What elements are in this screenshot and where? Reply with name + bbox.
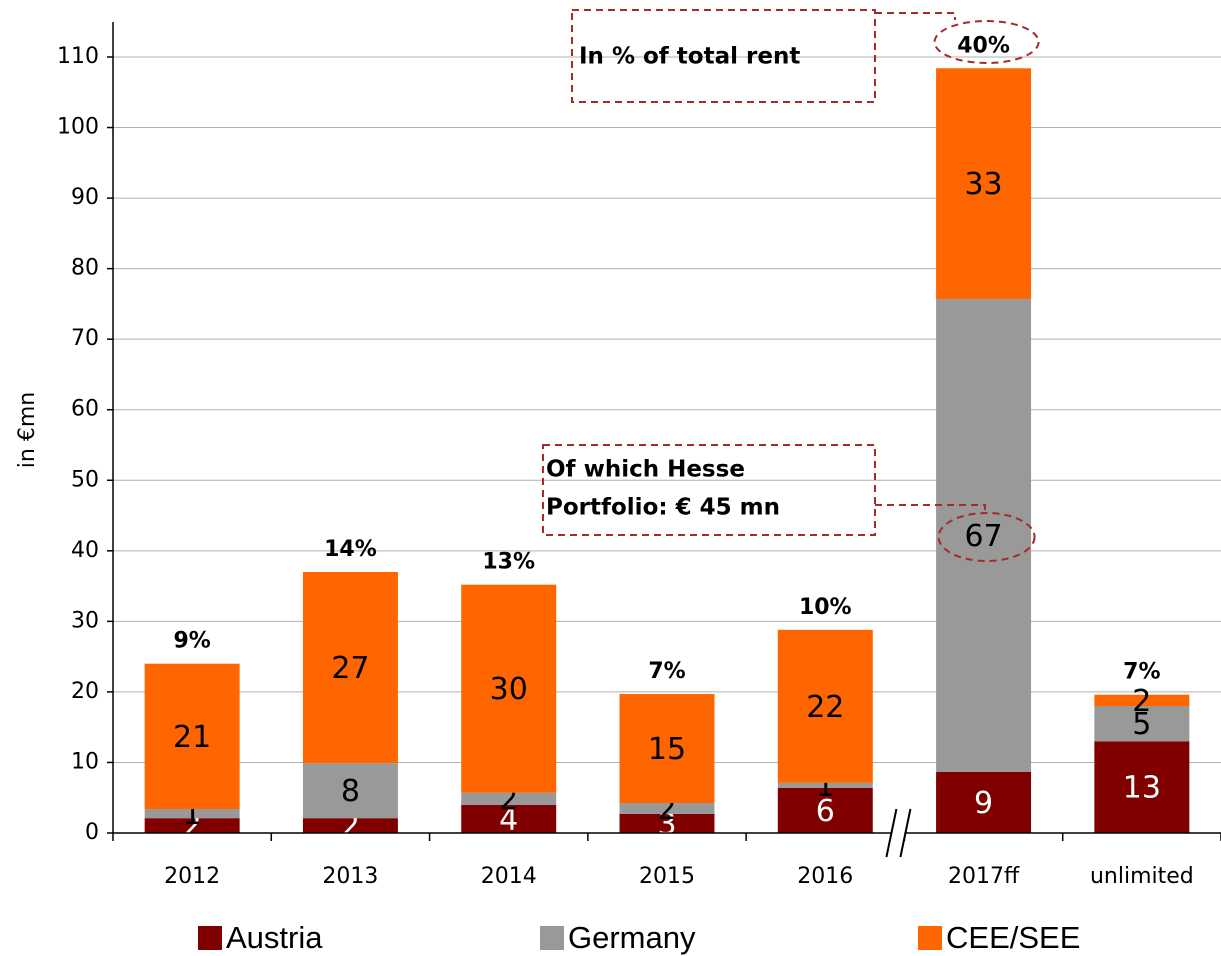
x-tick-label: 2013	[322, 864, 378, 889]
y-tick-label: 70	[71, 326, 99, 351]
bar-segment	[1094, 694, 1190, 707]
x-tick-label: 2014	[481, 864, 537, 889]
legend-swatch	[540, 926, 564, 950]
bar-segment	[144, 663, 240, 810]
bar-segment	[461, 792, 557, 805]
y-tick-label: 10	[71, 749, 99, 774]
connector	[875, 12, 956, 20]
axis-break	[899, 808, 912, 858]
bar-segment	[777, 629, 873, 783]
y-tick-label: 20	[71, 679, 99, 704]
data-label: 30	[490, 672, 528, 707]
annotation-box	[571, 9, 876, 103]
data-label: 9	[974, 786, 993, 821]
bar-segment	[302, 818, 398, 833]
annotation-hesse: Of which Hesse Portfolio: € 45 mn	[542, 444, 986, 536]
bar-segment	[619, 694, 715, 804]
y-tick-label: 50	[71, 467, 99, 492]
share-label: 14%	[324, 537, 377, 562]
share-label: 7%	[648, 659, 685, 684]
share-label: 40%	[957, 33, 1010, 58]
share-label: 13%	[482, 550, 535, 575]
bar-segment	[144, 818, 240, 833]
data-label: 4	[499, 802, 518, 837]
axis-break	[892, 829, 905, 837]
bar-segment	[302, 571, 398, 764]
annotation-text: In % of total rent	[579, 44, 800, 70]
data-label: 33	[964, 167, 1002, 202]
y-axis-label: in €mn	[15, 392, 40, 468]
share-label: 10%	[799, 595, 852, 620]
annotation-box	[542, 444, 876, 536]
highlight	[937, 512, 1036, 562]
data-label: 6	[816, 794, 835, 829]
data-label: 2	[1132, 684, 1151, 719]
data-label: 27	[331, 651, 369, 686]
legend-swatch	[918, 926, 942, 950]
data-label: 67	[964, 519, 1002, 554]
x-tick-label: 2012	[164, 864, 220, 889]
share-label: 9%	[173, 629, 210, 654]
bar-segment	[619, 813, 715, 833]
share-label: 7%	[1123, 660, 1160, 685]
data-label: 15	[648, 732, 686, 767]
legend-label: Germany	[568, 920, 696, 955]
y-tick-label: 0	[85, 820, 99, 845]
y-tick-label: 30	[71, 608, 99, 633]
x-tick-label: 2015	[639, 864, 695, 889]
x-tick-label: 2017ff	[948, 864, 1020, 889]
legend-label: CEE/SEE	[946, 920, 1080, 955]
legend-swatch	[198, 926, 222, 950]
bar-segment	[777, 782, 873, 788]
y-tick-label: 60	[71, 397, 99, 422]
y-tick-label: 100	[57, 115, 99, 140]
bar-segment	[777, 787, 873, 833]
bar-segment	[619, 803, 715, 814]
bar-segment	[936, 771, 1032, 833]
bar-segment	[461, 804, 557, 833]
connector	[875, 504, 986, 515]
bar-segment	[936, 298, 1032, 772]
annotation-rent: In % of total rent	[571, 9, 956, 103]
x-tick-label: unlimited	[1090, 864, 1194, 889]
data-label: 13	[1123, 771, 1161, 806]
bar-segment	[1094, 741, 1190, 833]
bar-segment	[1094, 706, 1190, 742]
data-label: 8	[341, 774, 360, 809]
bar-segment	[302, 763, 398, 819]
legend-label: Austria	[226, 920, 323, 955]
x-tick-label: 2016	[797, 864, 853, 889]
plot: 010203040506070809010011021219%201228271…	[57, 20, 1221, 955]
y-tick-label: 90	[71, 185, 99, 210]
bar-segment	[461, 584, 557, 793]
axis-break	[885, 808, 898, 858]
y-tick-label: 110	[57, 44, 99, 69]
annotation-text: Of which Hesse	[546, 457, 745, 483]
data-label: 22	[806, 690, 844, 725]
bar-segment	[936, 68, 1032, 299]
y-tick-label: 40	[71, 538, 99, 563]
y-tick-label: 80	[71, 256, 99, 281]
annotation-text: Portfolio: € 45 mn	[546, 495, 780, 521]
bar-segment	[144, 809, 240, 819]
data-label: 21	[173, 720, 211, 755]
data-label: 5	[1132, 707, 1151, 742]
highlight	[933, 20, 1040, 64]
